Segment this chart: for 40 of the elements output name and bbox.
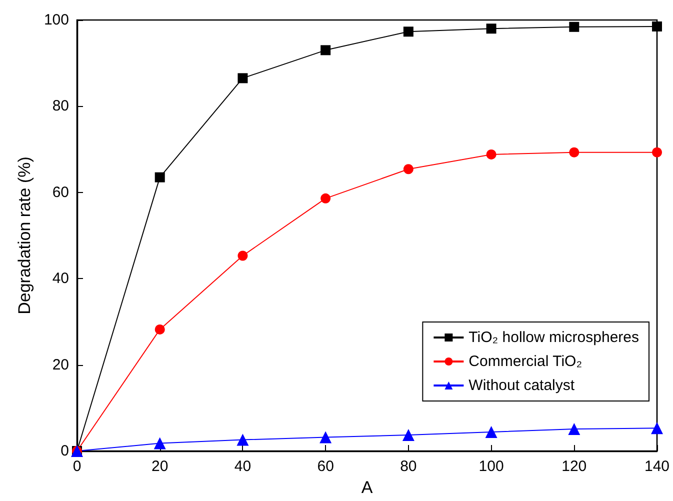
point xyxy=(236,434,249,446)
x-tick-label: 20 xyxy=(152,458,168,475)
y-tick-label: 80 xyxy=(52,98,69,115)
point xyxy=(403,26,414,37)
point xyxy=(320,193,331,204)
y-tick-label: 0 xyxy=(60,442,69,460)
legend-label: Without catalyst xyxy=(468,377,576,394)
point xyxy=(485,426,498,438)
x-tick-label: 100 xyxy=(478,458,504,475)
point xyxy=(154,324,165,334)
y-tick-label: 60 xyxy=(52,184,69,201)
point xyxy=(569,147,580,158)
y-tick-label: 40 xyxy=(52,270,69,288)
point xyxy=(238,73,248,84)
point xyxy=(569,22,580,32)
x-tick-label: 60 xyxy=(317,458,334,475)
point xyxy=(402,429,414,442)
point xyxy=(154,172,165,182)
point xyxy=(652,147,662,158)
x-tick-label: 40 xyxy=(234,458,252,475)
point xyxy=(568,423,580,436)
point xyxy=(154,437,166,450)
x-axis-title: A xyxy=(361,478,374,497)
x-tick-label: 120 xyxy=(562,458,587,475)
point xyxy=(652,21,662,32)
point xyxy=(651,422,663,434)
legend-label: Commercial TiO₂ xyxy=(468,353,582,370)
y-tick-label: 100 xyxy=(44,12,69,28)
x-tick-label: 80 xyxy=(400,458,417,475)
y-axis-title: Degradation rate (%) xyxy=(15,156,34,314)
point xyxy=(320,431,332,444)
legend-label: TiO₂ hollow microspheres xyxy=(468,329,640,346)
y-tick-label: 20 xyxy=(52,356,69,374)
x-tick-label: 140 xyxy=(644,458,670,475)
point xyxy=(320,45,331,56)
point xyxy=(403,164,414,174)
point xyxy=(486,149,496,160)
x-tick-label: 0 xyxy=(72,458,82,475)
point xyxy=(486,24,496,34)
point xyxy=(238,250,248,261)
